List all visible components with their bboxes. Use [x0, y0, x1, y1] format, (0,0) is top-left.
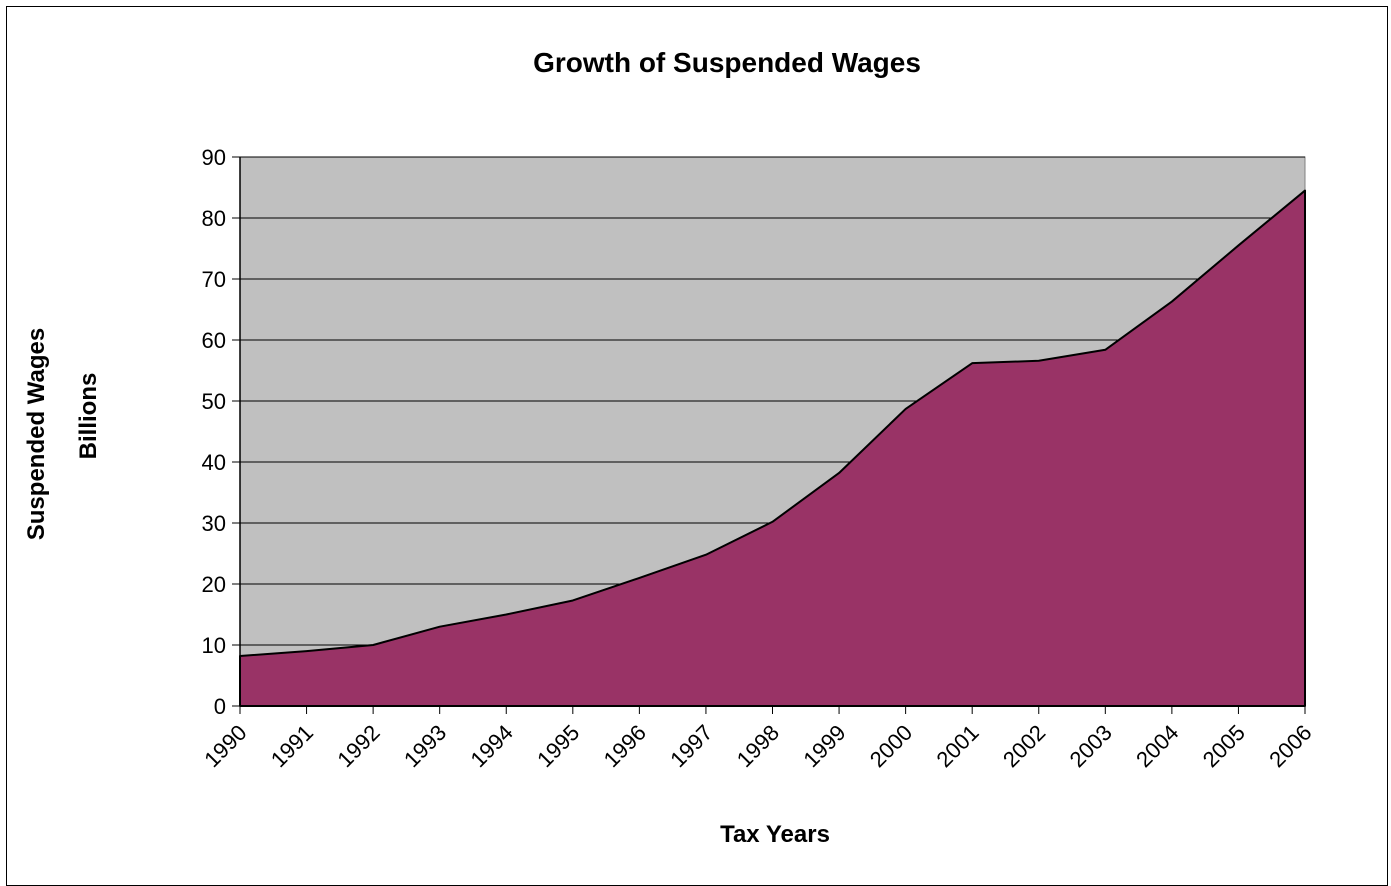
y-tick-label: 10: [202, 633, 226, 658]
y-tick-label: 50: [202, 389, 226, 414]
y-axis-title: Suspended Wages: [23, 328, 50, 540]
x-tick-label: 1994: [465, 720, 517, 772]
x-axis-title: Tax Years: [720, 821, 830, 848]
x-tick-label: 1996: [599, 720, 651, 772]
x-tick-label: 1990: [199, 720, 251, 772]
x-tick-labels: 1990 1991 1992 1993 1994 1995 1996 1997 1998 1999…: [199, 720, 1316, 772]
x-tick-label: 2000: [865, 720, 917, 772]
x-tick-label: 2002: [998, 720, 1050, 772]
y-tick-label: 0: [214, 694, 226, 719]
x-tick-label: 1997: [665, 720, 717, 772]
y-tick-label: 40: [202, 450, 226, 475]
y-tick-label: 20: [202, 572, 226, 597]
axes: [232, 156, 1306, 714]
y-tick-label: 30: [202, 511, 226, 536]
y-tick-labels: 0 10 20 30 40 50 60 70 80 90: [202, 145, 226, 719]
x-tick-label: 1991: [266, 720, 318, 772]
x-tick-label: 2001: [931, 720, 983, 772]
x-tick-label: 1995: [532, 720, 584, 772]
y-tick-label: 90: [202, 145, 226, 170]
x-tick-label: 1998: [732, 720, 784, 772]
y-axis-subtitle: Billions: [75, 373, 102, 460]
x-tick-label: 1999: [798, 720, 850, 772]
y-tick-label: 60: [202, 328, 226, 353]
x-tick-label: 2006: [1264, 720, 1316, 772]
x-tick-label: 1993: [399, 720, 451, 772]
x-tick-label: 2004: [1131, 720, 1183, 772]
area-series: [239, 189, 1306, 707]
x-tick-label: 2005: [1198, 720, 1250, 772]
x-tick-label: 1992: [332, 720, 384, 772]
y-tick-label: 80: [202, 206, 226, 231]
y-tick-label: 70: [202, 267, 226, 292]
chart-title: Growth of Suspended Wages: [533, 47, 921, 78]
x-tick-label: 2003: [1065, 720, 1117, 772]
